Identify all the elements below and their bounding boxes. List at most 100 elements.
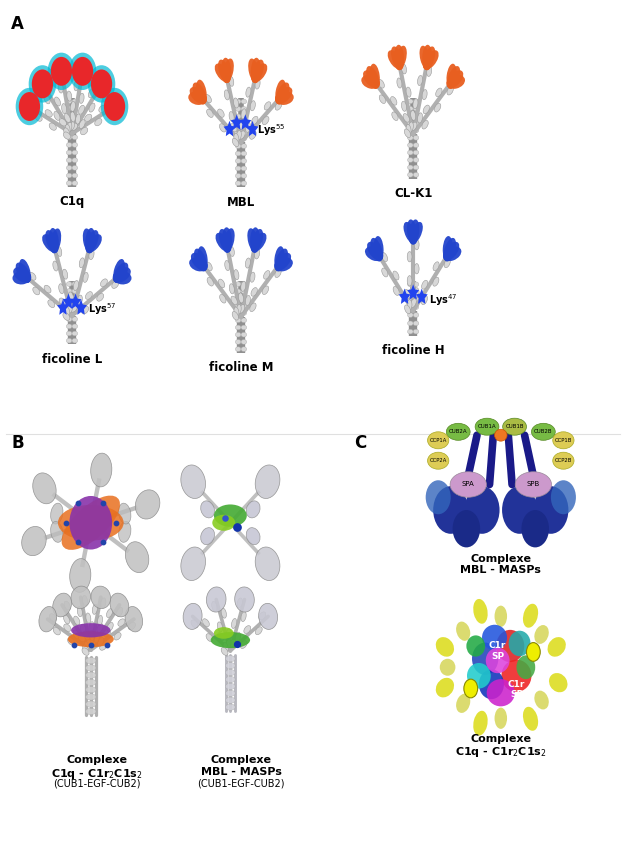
Circle shape xyxy=(433,486,468,534)
Ellipse shape xyxy=(59,284,64,294)
Ellipse shape xyxy=(223,59,234,83)
Ellipse shape xyxy=(418,76,423,86)
Ellipse shape xyxy=(207,277,213,286)
Ellipse shape xyxy=(446,423,470,440)
Ellipse shape xyxy=(413,135,419,140)
Ellipse shape xyxy=(63,313,70,320)
Ellipse shape xyxy=(78,634,85,642)
Ellipse shape xyxy=(549,673,568,692)
Ellipse shape xyxy=(116,608,123,616)
Ellipse shape xyxy=(113,271,131,285)
Ellipse shape xyxy=(215,233,231,252)
Text: B: B xyxy=(11,434,24,451)
Ellipse shape xyxy=(221,648,228,655)
Ellipse shape xyxy=(495,429,507,441)
Ellipse shape xyxy=(235,122,241,126)
Ellipse shape xyxy=(88,638,93,648)
Ellipse shape xyxy=(212,515,235,530)
Ellipse shape xyxy=(79,94,84,104)
Ellipse shape xyxy=(446,64,457,89)
Ellipse shape xyxy=(229,246,234,257)
Circle shape xyxy=(48,53,75,90)
Ellipse shape xyxy=(221,58,231,83)
Ellipse shape xyxy=(255,547,280,581)
Ellipse shape xyxy=(73,630,80,639)
Ellipse shape xyxy=(393,286,399,296)
Ellipse shape xyxy=(523,707,538,731)
Ellipse shape xyxy=(72,317,78,321)
Ellipse shape xyxy=(246,87,251,97)
Ellipse shape xyxy=(31,100,38,108)
Ellipse shape xyxy=(241,289,247,294)
Ellipse shape xyxy=(408,128,413,133)
Ellipse shape xyxy=(183,604,202,629)
Ellipse shape xyxy=(225,260,230,270)
Ellipse shape xyxy=(250,101,255,110)
Ellipse shape xyxy=(106,609,113,617)
Circle shape xyxy=(19,92,40,121)
Text: A: A xyxy=(11,15,24,33)
Ellipse shape xyxy=(218,279,225,287)
Ellipse shape xyxy=(414,240,419,250)
Ellipse shape xyxy=(196,80,207,105)
Ellipse shape xyxy=(443,246,461,261)
Ellipse shape xyxy=(428,452,449,469)
Ellipse shape xyxy=(408,329,413,334)
Ellipse shape xyxy=(95,118,102,126)
Ellipse shape xyxy=(64,128,69,137)
Circle shape xyxy=(88,65,115,103)
Ellipse shape xyxy=(112,280,119,288)
Ellipse shape xyxy=(262,286,269,295)
Ellipse shape xyxy=(482,625,507,650)
Ellipse shape xyxy=(235,99,241,104)
Ellipse shape xyxy=(42,234,58,252)
Ellipse shape xyxy=(408,165,413,170)
Ellipse shape xyxy=(66,317,72,321)
Ellipse shape xyxy=(401,101,406,111)
Ellipse shape xyxy=(252,116,258,125)
Ellipse shape xyxy=(66,150,72,155)
Ellipse shape xyxy=(487,679,515,706)
Ellipse shape xyxy=(66,166,72,170)
Ellipse shape xyxy=(229,284,234,294)
Ellipse shape xyxy=(66,121,72,125)
Circle shape xyxy=(29,65,56,103)
Ellipse shape xyxy=(214,627,233,638)
Ellipse shape xyxy=(396,46,407,70)
Polygon shape xyxy=(407,285,419,300)
Ellipse shape xyxy=(235,632,240,642)
Ellipse shape xyxy=(392,112,398,121)
Ellipse shape xyxy=(83,72,88,82)
Ellipse shape xyxy=(72,303,78,308)
Ellipse shape xyxy=(516,655,535,679)
Ellipse shape xyxy=(436,638,454,657)
Ellipse shape xyxy=(61,496,120,550)
Ellipse shape xyxy=(45,230,58,253)
Text: CUB2A: CUB2A xyxy=(449,429,468,434)
Circle shape xyxy=(526,643,540,661)
Ellipse shape xyxy=(473,711,488,735)
Ellipse shape xyxy=(189,258,208,271)
Ellipse shape xyxy=(225,683,235,689)
Ellipse shape xyxy=(408,135,413,140)
Ellipse shape xyxy=(391,47,403,70)
Ellipse shape xyxy=(99,87,105,95)
Ellipse shape xyxy=(413,114,419,118)
Ellipse shape xyxy=(275,102,282,110)
Ellipse shape xyxy=(413,313,419,317)
Ellipse shape xyxy=(72,338,78,343)
Ellipse shape xyxy=(69,558,91,592)
Ellipse shape xyxy=(245,258,250,268)
Ellipse shape xyxy=(217,622,223,632)
Ellipse shape xyxy=(408,282,413,286)
Ellipse shape xyxy=(241,347,247,352)
Ellipse shape xyxy=(413,298,419,302)
Ellipse shape xyxy=(98,615,103,626)
Ellipse shape xyxy=(225,690,235,696)
Ellipse shape xyxy=(241,282,247,286)
Ellipse shape xyxy=(78,105,85,114)
Text: CCP1B: CCP1B xyxy=(555,438,572,443)
Ellipse shape xyxy=(251,64,267,82)
Ellipse shape xyxy=(72,281,78,286)
Ellipse shape xyxy=(86,701,96,707)
